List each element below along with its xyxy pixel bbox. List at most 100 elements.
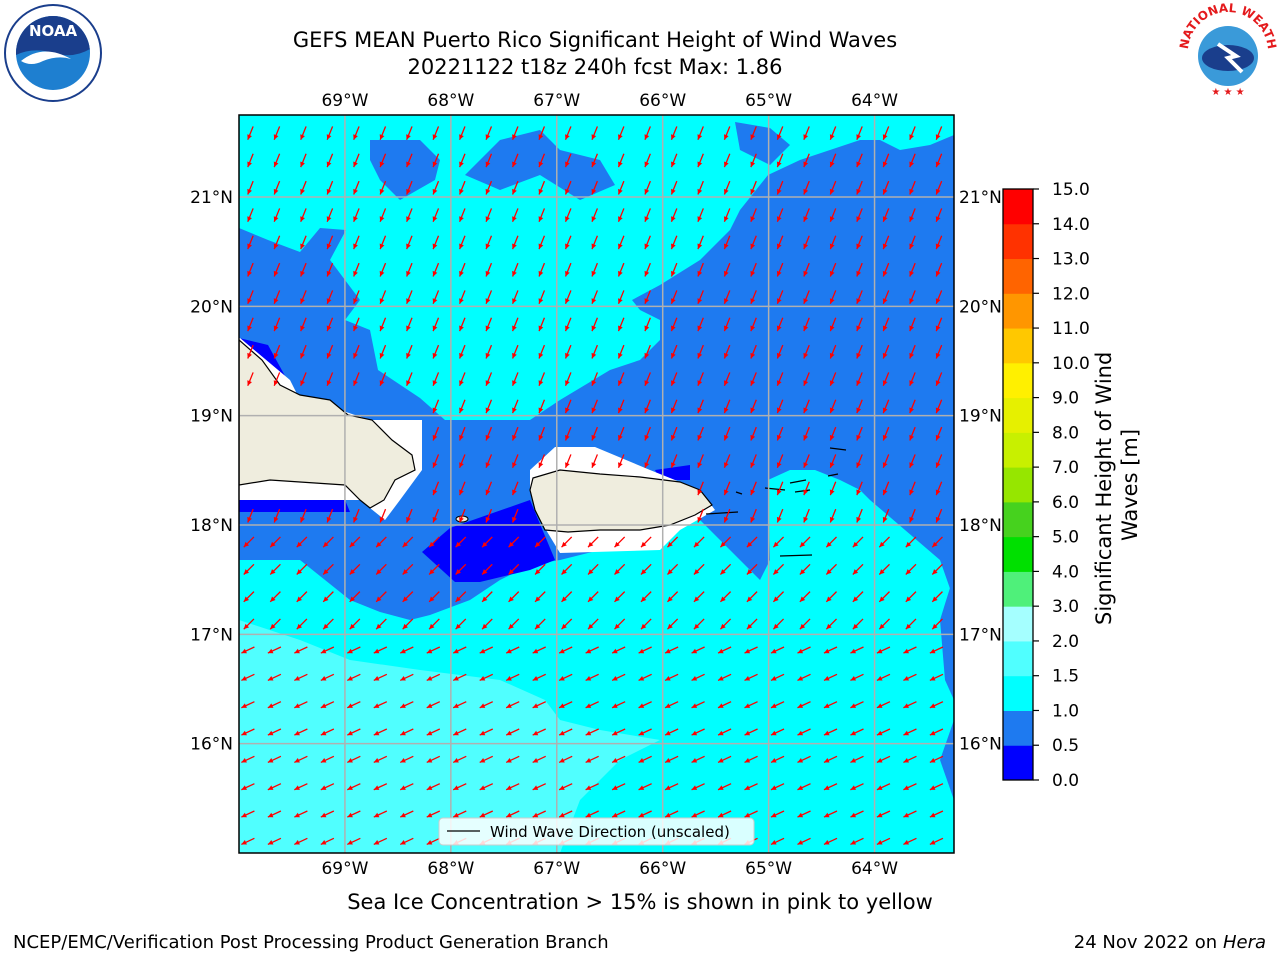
wave-direction-arrow xyxy=(905,536,917,548)
colorbar-segment xyxy=(1003,258,1033,294)
wave-direction-arrow xyxy=(691,673,705,681)
wave-direction-arrow xyxy=(458,235,466,250)
wave-direction-arrow xyxy=(534,563,546,575)
colorbar-segment xyxy=(1003,571,1033,607)
wave-direction-arrow xyxy=(481,536,493,548)
wave-direction-arrow xyxy=(829,153,837,168)
wave-direction-arrow xyxy=(269,618,281,630)
colorbar-tick-label: 14.0 xyxy=(1052,215,1090,235)
wave-direction-arrow xyxy=(770,837,785,845)
lon-tick-label-top: 67°W xyxy=(533,91,580,111)
wave-direction-arrow xyxy=(664,783,679,791)
wave-direction-arrow xyxy=(856,372,863,387)
wave-direction-arrow xyxy=(538,344,546,359)
wave-direction-arrow xyxy=(850,701,864,709)
wave-direction-arrow xyxy=(750,372,757,387)
wave-direction-arrow xyxy=(617,235,625,250)
wave-direction-arrow xyxy=(617,426,625,441)
wave-direction-arrow xyxy=(905,563,917,575)
wave-direction-arrow xyxy=(485,399,493,414)
wave-direction-arrow xyxy=(744,728,758,736)
wave-direction-arrow xyxy=(591,262,599,277)
wave-direction-arrow xyxy=(399,646,414,654)
wave-direction-arrow xyxy=(803,126,810,141)
wave-direction-arrow xyxy=(428,563,440,575)
map-legend[interactable]: Wind Wave Direction (unscaled) xyxy=(438,817,755,846)
wave-direction-arrow xyxy=(691,755,705,763)
wave-direction-arrow xyxy=(750,153,757,168)
wave-direction-arrow xyxy=(803,481,810,496)
wave-direction-arrow xyxy=(585,701,599,709)
wave-direction-arrow xyxy=(856,235,863,250)
wave-direction-arrow xyxy=(505,646,520,654)
wave-direction-arrow xyxy=(326,344,334,359)
wave-direction-arrow xyxy=(379,180,387,195)
wave-direction-arrow xyxy=(532,728,546,736)
wave-direction-arrow xyxy=(638,810,652,818)
wave-direction-arrow xyxy=(485,208,493,223)
wave-direction-arrow xyxy=(770,810,785,818)
wave-direction-arrow xyxy=(776,344,784,359)
wave-direction-arrow xyxy=(799,563,811,575)
wave-direction-arrow xyxy=(353,290,360,305)
wave-direction-arrow xyxy=(373,783,388,791)
wave-direction-arrow xyxy=(882,372,890,387)
wave-direction-arrow xyxy=(697,426,704,441)
wave-direction-arrow xyxy=(929,701,944,709)
wave-direction-arrow xyxy=(617,372,625,387)
wave-direction-arrow xyxy=(697,208,704,223)
wave-direction-arrow xyxy=(750,454,757,469)
wave-direction-arrow xyxy=(426,728,441,736)
wave-direction-arrow xyxy=(644,208,651,223)
wave-direction-arrow xyxy=(829,344,837,359)
wave-direction-arrow xyxy=(296,591,308,603)
wave-direction-arrow xyxy=(485,481,493,496)
wave-direction-arrow xyxy=(931,563,943,575)
wave-direction-arrow xyxy=(511,372,519,387)
wave-direction-arrow xyxy=(750,235,757,250)
wave-direction-arrow xyxy=(882,235,890,250)
wave-direction-arrow xyxy=(379,372,387,387)
wave-direction-arrow xyxy=(640,536,652,548)
wave-direction-arrow xyxy=(799,536,811,548)
wave-direction-arrow xyxy=(611,673,626,681)
wave-direction-arrow xyxy=(322,536,334,548)
wave-direction-arrow xyxy=(746,563,758,575)
wave-direction-arrow xyxy=(373,673,388,681)
wave-direction-arrow xyxy=(746,591,758,603)
noaa-logo: NOAA xyxy=(4,4,102,102)
wave-direction-arrow xyxy=(399,755,414,763)
wave-direction-arrow xyxy=(723,153,731,168)
wave-direction-arrow xyxy=(300,290,307,305)
wave-direction-arrow xyxy=(511,508,519,523)
colorbar-segment xyxy=(1003,467,1033,503)
wave-direction-arrow xyxy=(511,262,519,277)
wave-direction-arrow xyxy=(856,317,863,332)
wave-direction-arrow xyxy=(611,783,626,791)
colorbar-tick-label: 10.0 xyxy=(1052,354,1090,374)
wave-direction-arrow xyxy=(538,426,546,441)
wave-direction-arrow xyxy=(538,126,546,141)
wave-direction-arrow xyxy=(534,536,546,548)
wave-direction-arrow xyxy=(717,701,732,709)
wave-direction-arrow xyxy=(746,536,758,548)
colorbar-segment xyxy=(1003,675,1033,711)
colorbar-tick-label: 0.0 xyxy=(1052,771,1079,791)
wave-direction-arrow xyxy=(532,783,546,791)
wave-direction-arrow xyxy=(432,317,440,332)
lat-tick-label-left: 18°N xyxy=(190,516,233,536)
wave-direction-arrow xyxy=(585,728,599,736)
lat-tick-label-right: 18°N xyxy=(959,516,1002,536)
wave-direction-arrow xyxy=(300,208,307,223)
wave-direction-arrow xyxy=(664,810,679,818)
wave-direction-arrow xyxy=(247,317,254,332)
colorbar-title: Significant Height of Wind Waves [m] xyxy=(1092,345,1142,625)
wave-direction-arrow xyxy=(644,372,651,387)
wave-direction-arrow xyxy=(426,755,441,763)
wave-direction-arrow xyxy=(505,673,520,681)
wave-direction-arrow xyxy=(353,153,360,168)
wave-direction-arrow xyxy=(723,344,731,359)
wave-direction-arrow xyxy=(485,126,493,141)
wave-direction-arrow xyxy=(241,783,255,791)
wave-direction-arrow xyxy=(876,810,891,818)
